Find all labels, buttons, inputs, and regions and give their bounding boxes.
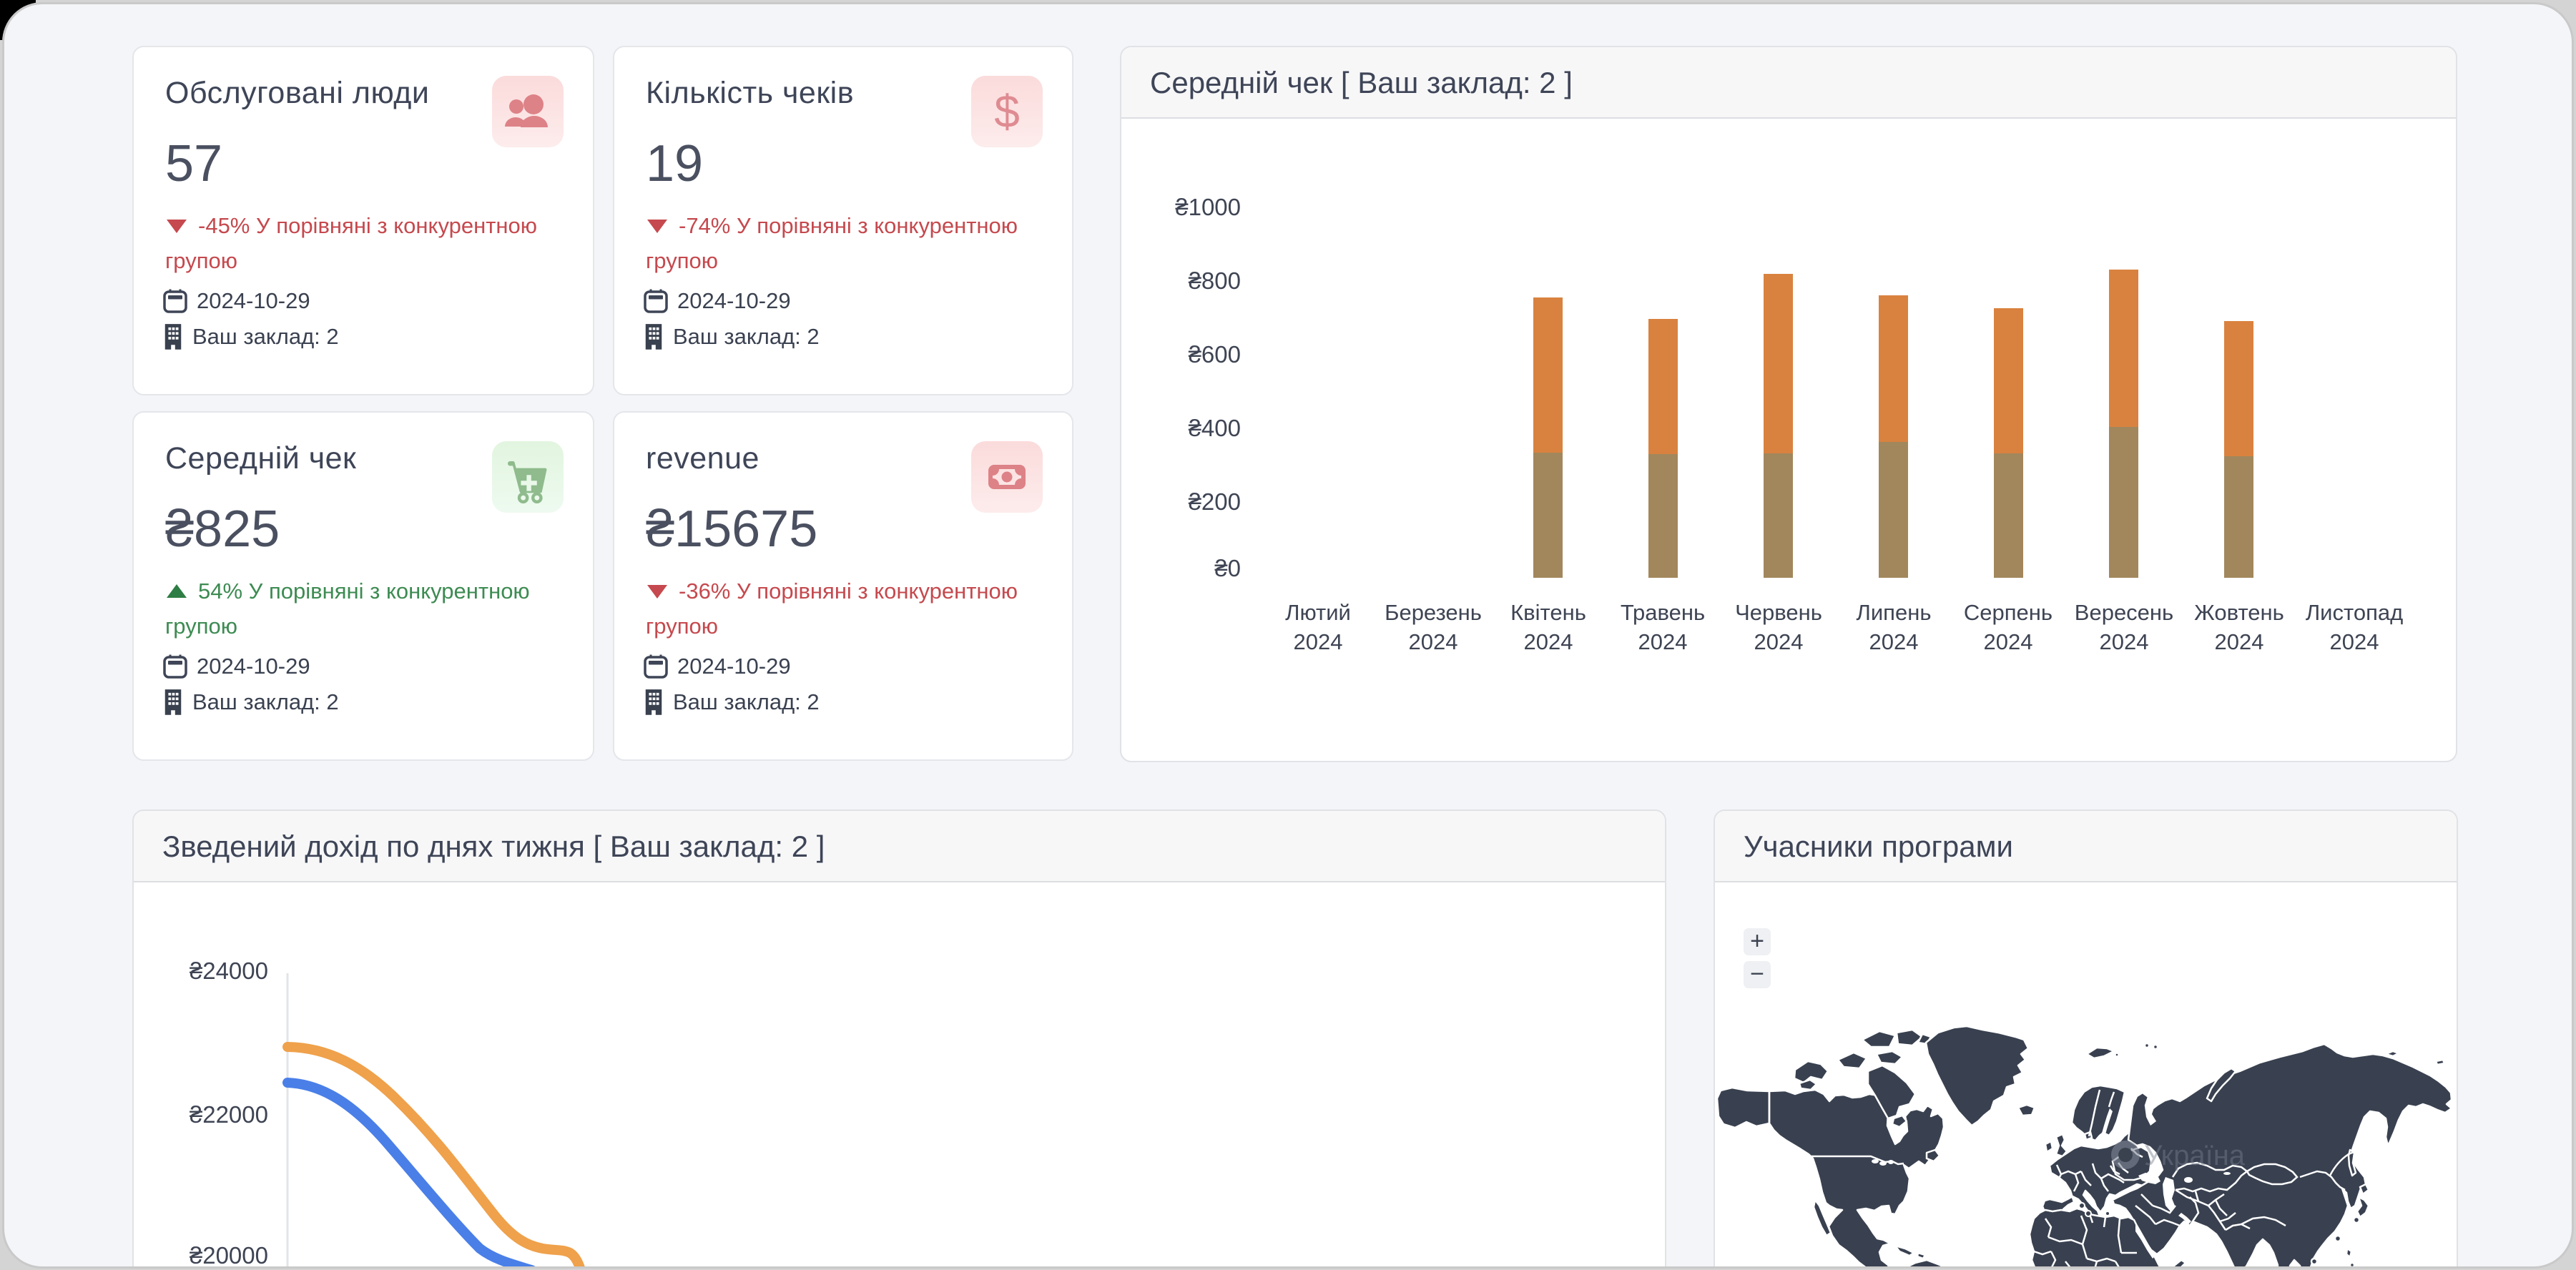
svg-text:Україна: Україна (2144, 1140, 2246, 1171)
